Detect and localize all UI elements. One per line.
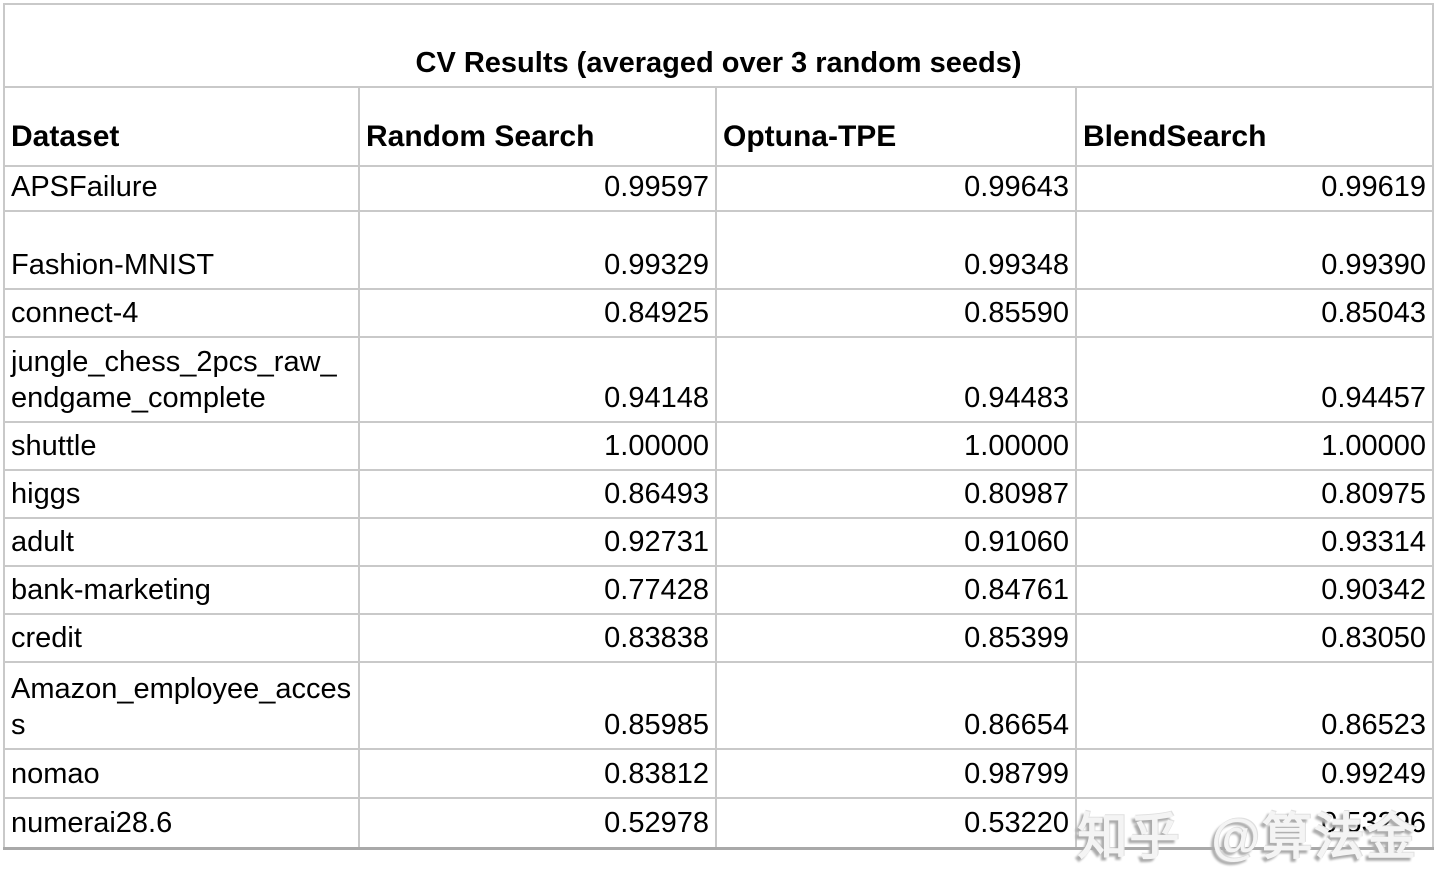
- table-row: APSFailure 0.99597 0.99643 0.99619: [3, 165, 1435, 212]
- column-header-random-search: Random Search: [358, 86, 717, 167]
- value-cell: 0.90342: [1074, 565, 1435, 615]
- value-cell: 0.86493: [358, 469, 717, 519]
- value-cell: 0.84925: [358, 288, 717, 338]
- value-cell: 0.85590: [715, 288, 1077, 338]
- dataset-cell: adult: [3, 517, 360, 567]
- value-cell: 0.94457: [1074, 336, 1435, 423]
- column-header-blendsearch: BlendSearch: [1074, 86, 1435, 167]
- value-cell: 0.91060: [715, 517, 1077, 567]
- value-cell: 0.99597: [358, 165, 717, 212]
- table-row: Amazon_employee_access 0.85985 0.86654 0…: [3, 661, 1435, 750]
- table-row: bank-marketing 0.77428 0.84761 0.90342: [3, 565, 1435, 615]
- value-cell: 0.52978: [358, 797, 717, 850]
- value-cell: 0.53296: [1074, 797, 1435, 850]
- table-row: numerai28.6 0.52978 0.53220 0.53296: [3, 797, 1435, 850]
- table-title-row: CV Results (averaged over 3 random seeds…: [2, 3, 1435, 88]
- value-cell: 0.85043: [1074, 288, 1435, 338]
- value-cell: 0.93314: [1074, 517, 1435, 567]
- value-cell: 0.99329: [358, 210, 717, 290]
- dataset-cell: credit: [3, 613, 360, 663]
- value-cell: 0.86523: [1074, 661, 1435, 750]
- value-cell: 0.83812: [358, 748, 717, 799]
- table-row: connect-4 0.84925 0.85590 0.85043: [3, 288, 1435, 338]
- value-cell: 0.86654: [715, 661, 1077, 750]
- table-title: CV Results (averaged over 3 random seeds…: [2, 3, 1435, 88]
- value-cell: 0.80987: [715, 469, 1077, 519]
- dataset-cell: higgs: [3, 469, 360, 519]
- cv-results-table: CV Results (averaged over 3 random seeds…: [2, 3, 1435, 850]
- value-cell: 0.99619: [1074, 165, 1435, 212]
- table-row: shuttle 1.00000 1.00000 1.00000: [3, 421, 1435, 471]
- table-header-row: Dataset Random Search Optuna-TPE BlendSe…: [3, 86, 1435, 167]
- dataset-cell: shuttle: [3, 421, 360, 471]
- table-row: jungle_chess_2pcs_raw_endgame_complete 0…: [3, 336, 1435, 423]
- table-row: adult 0.92731 0.91060 0.93314: [3, 517, 1435, 567]
- value-cell: 0.99390: [1074, 210, 1435, 290]
- dataset-cell: jungle_chess_2pcs_raw_endgame_complete: [3, 336, 360, 423]
- column-header-optuna-tpe: Optuna-TPE: [715, 86, 1077, 167]
- dataset-cell: Amazon_employee_access: [3, 661, 360, 750]
- value-cell: 0.99249: [1074, 748, 1435, 799]
- value-cell: 1.00000: [358, 421, 717, 471]
- dataset-cell: nomao: [3, 748, 360, 799]
- value-cell: 0.83838: [358, 613, 717, 663]
- value-cell: 0.94483: [715, 336, 1077, 423]
- value-cell: 0.53220: [715, 797, 1077, 850]
- table-row: Fashion-MNIST 0.99329 0.99348 0.99390: [3, 210, 1435, 290]
- dataset-cell: Fashion-MNIST: [3, 210, 360, 290]
- dataset-cell: APSFailure: [3, 165, 360, 212]
- table-row: higgs 0.86493 0.80987 0.80975: [3, 469, 1435, 519]
- dataset-cell: bank-marketing: [3, 565, 360, 615]
- value-cell: 0.85985: [358, 661, 717, 750]
- value-cell: 0.99643: [715, 165, 1077, 212]
- column-header-dataset: Dataset: [3, 86, 360, 167]
- dataset-cell: numerai28.6: [3, 797, 360, 850]
- dataset-cell: connect-4: [3, 288, 360, 338]
- value-cell: 1.00000: [715, 421, 1077, 471]
- value-cell: 0.83050: [1074, 613, 1435, 663]
- value-cell: 0.85399: [715, 613, 1077, 663]
- value-cell: 0.84761: [715, 565, 1077, 615]
- value-cell: 0.92731: [358, 517, 717, 567]
- value-cell: 0.98799: [715, 748, 1077, 799]
- value-cell: 0.94148: [358, 336, 717, 423]
- value-cell: 1.00000: [1074, 421, 1435, 471]
- table-row: credit 0.83838 0.85399 0.83050: [3, 613, 1435, 663]
- value-cell: 0.77428: [358, 565, 717, 615]
- table-row: nomao 0.83812 0.98799 0.99249: [3, 748, 1435, 799]
- value-cell: 0.80975: [1074, 469, 1435, 519]
- value-cell: 0.99348: [715, 210, 1077, 290]
